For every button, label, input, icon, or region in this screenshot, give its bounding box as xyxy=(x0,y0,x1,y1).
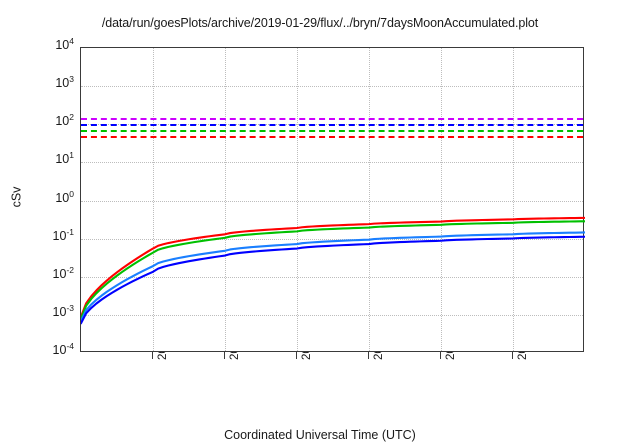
x-tick-mark xyxy=(368,352,369,359)
x-tick-mark xyxy=(152,352,153,359)
y-tick-label: 10-1 xyxy=(52,226,74,243)
y-tick-label: 10-3 xyxy=(52,302,74,319)
accumulated-dose-4 xyxy=(81,235,585,325)
x-axis-title: Coordinated Universal Time (UTC) xyxy=(224,428,416,442)
y-tick-label: 100 xyxy=(55,188,74,205)
y-tick-label: 10-2 xyxy=(52,264,74,281)
y-tick-label: 104 xyxy=(55,35,74,52)
x-tick-mark xyxy=(224,352,225,359)
y-tick-label: 102 xyxy=(55,112,74,129)
x-tick-mark xyxy=(440,352,441,359)
data-series-layer xyxy=(81,216,585,325)
x-tick-mark xyxy=(296,352,297,359)
accumulated-dose-1 xyxy=(81,216,585,318)
x-tick-mark xyxy=(512,352,513,359)
y-tick-label: 101 xyxy=(55,150,74,167)
accumulated-dose-2 xyxy=(81,220,585,320)
plot-area xyxy=(80,47,585,352)
y-tick-label: 103 xyxy=(55,73,74,91)
page-title: /data/run/goesPlots/archive/2019-01-29/f… xyxy=(101,16,539,30)
y-tick-label: 10-4 xyxy=(52,340,74,357)
accumulated-dose-3 xyxy=(81,231,585,322)
